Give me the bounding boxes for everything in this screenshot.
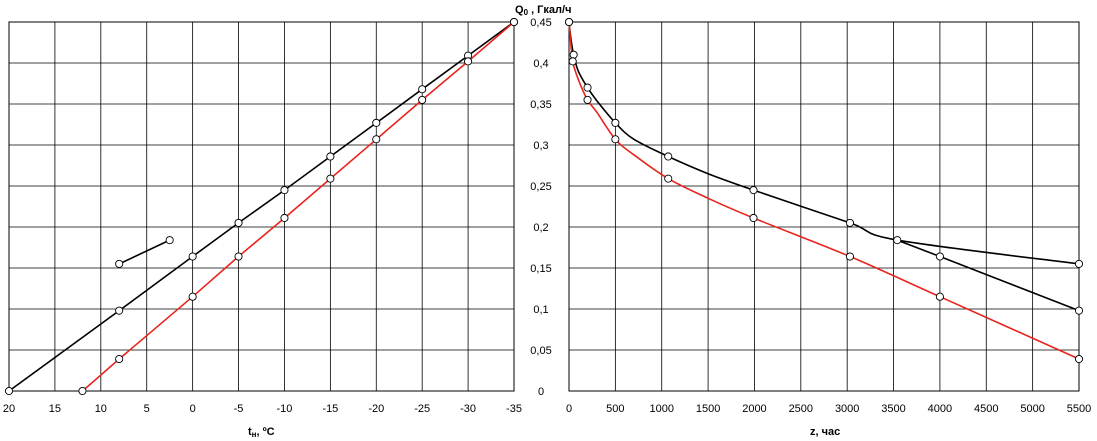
right-data-point (664, 152, 673, 161)
left-data-point (78, 386, 87, 396)
right-data-point (1074, 306, 1084, 315)
left-x-tick-labels: 20 15 10 5 0 -5 -10 -15 -20 -25 -30 -35 (3, 403, 522, 415)
right-x-tick-label: 3500 (881, 403, 905, 415)
right-data-point (935, 252, 944, 261)
right-x-tick-label: 5000 (1020, 403, 1044, 415)
right-series-line (897, 239, 1080, 312)
right-data-point (845, 252, 855, 261)
right-x-tick-label: 4500 (974, 403, 998, 415)
left-data-point (115, 259, 124, 268)
y-tick-label: 0,15 (530, 263, 551, 275)
right-data-point (749, 213, 758, 223)
right-data-point (1074, 259, 1084, 268)
left-series-line (8, 21, 515, 392)
left-x-tick-label: -20 (368, 403, 384, 415)
left-data-point (115, 306, 124, 315)
right-series-line (568, 21, 1080, 360)
right-data-point (583, 83, 592, 92)
left-plot-frame (8, 21, 515, 392)
left-chart-grid (8, 21, 515, 392)
right-x-tick-label: 3000 (835, 403, 859, 415)
series-layer (4, 17, 1084, 396)
left-series-line (118, 239, 171, 265)
left-data-point (326, 152, 335, 161)
y-tick-label: 0,05 (530, 345, 551, 357)
y-tick-label: 0,3 (533, 140, 548, 152)
right-data-point (568, 57, 577, 66)
left-x-tick-label: 5 (144, 403, 150, 415)
left-data-point (372, 135, 381, 144)
right-data-point (611, 135, 620, 144)
y-tick-label: 0,45 (530, 17, 551, 29)
left-data-point (418, 85, 427, 94)
left-data-point (280, 186, 289, 195)
right-x-tick-label: 5500 (1067, 403, 1091, 415)
y-tick-label: 0,35 (530, 99, 551, 111)
y-axis-title: Q0 , Гкал/ч (515, 4, 571, 17)
left-data-point (188, 292, 197, 301)
left-x-tick-label: -25 (414, 403, 430, 415)
left-data-point (464, 57, 473, 66)
right-x-tick-label: 2000 (742, 403, 766, 415)
right-x-tick-label: 500 (606, 403, 624, 415)
right-data-point (1074, 354, 1084, 364)
right-chart-grid (568, 21, 1080, 392)
left-data-point (234, 252, 243, 261)
right-data-point (664, 174, 673, 183)
left-x-axis-title: tн, ºС (248, 426, 275, 439)
right-data-point (893, 236, 902, 245)
right-x-axis-title: z, час (810, 426, 840, 438)
left-data-point (165, 236, 174, 245)
left-x-tick-label: -30 (460, 403, 476, 415)
left-x-tick-label: 0 (190, 403, 196, 415)
left-series-line (81, 21, 515, 392)
left-data-point (280, 213, 289, 223)
right-data-point (564, 17, 574, 27)
right-data-point (749, 186, 758, 195)
left-x-tick-label: -10 (277, 403, 293, 415)
right-data-point (845, 218, 855, 227)
left-x-tick-label: -5 (234, 403, 244, 415)
left-data-point (509, 17, 519, 27)
right-plot-frame (568, 21, 1080, 392)
y-tick-label: 0,2 (533, 222, 548, 234)
left-data-point (372, 118, 381, 127)
right-data-point (935, 292, 944, 301)
left-x-tick-label: -35 (506, 403, 522, 415)
y-tick-labels: 0 0,05 0,1 0,15 0,2 0,25 0,3 0,35 0,4 0,45 (530, 17, 551, 398)
right-x-tick-label: 2500 (789, 403, 813, 415)
right-data-point (569, 50, 578, 59)
left-data-point (188, 252, 197, 261)
left-x-tick-label: -15 (322, 403, 338, 415)
right-x-tick-label: 1000 (649, 403, 673, 415)
right-x-tick-label: 4000 (928, 403, 952, 415)
y-tick-label: 0,25 (530, 181, 551, 193)
right-series-line (568, 21, 1080, 265)
left-x-tick-label: 10 (95, 403, 107, 415)
y-tick-label: 0 (538, 386, 544, 398)
left-data-point (4, 386, 14, 396)
right-data-point (611, 118, 620, 127)
right-x-tick-label: 1500 (696, 403, 720, 415)
left-data-point (234, 218, 243, 227)
left-data-point (418, 95, 427, 104)
right-x-tick-labels: 0 500 1000 1500 2000 2500 3000 3500 4000 4500 5000… (566, 403, 1091, 415)
left-x-tick-label: 20 (3, 403, 15, 415)
left-data-point (115, 354, 124, 364)
left-data-point (326, 174, 335, 183)
y-tick-label: 0,1 (533, 304, 548, 316)
right-data-point (583, 95, 592, 104)
y-tick-label: 0,4 (533, 58, 548, 70)
right-x-tick-label: 0 (566, 403, 572, 415)
left-x-tick-label: 15 (49, 403, 61, 415)
